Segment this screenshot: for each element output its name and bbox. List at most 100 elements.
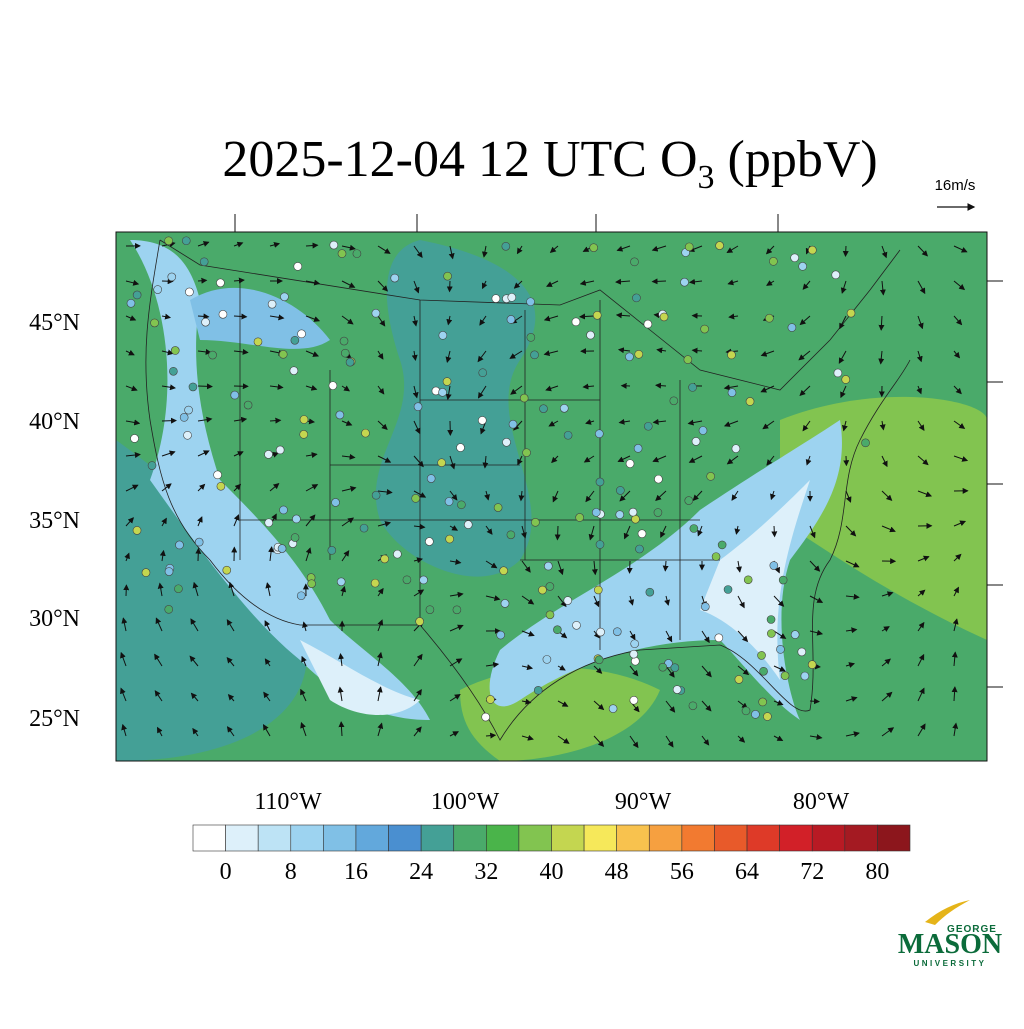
monitor-site — [165, 237, 173, 245]
monitor-site — [393, 550, 401, 558]
colorbar-box — [780, 825, 813, 851]
logo-bottom: UNIVERSITY — [913, 959, 986, 968]
monitor-site — [216, 279, 224, 287]
logo-name: MASON — [898, 929, 1002, 960]
title-subscript: 3 — [698, 159, 715, 196]
monitor-site — [278, 545, 286, 553]
monitor-site — [644, 422, 652, 430]
colorbar-tick-label: 0 — [220, 859, 232, 885]
monitor-site — [684, 356, 692, 364]
monitor-site — [231, 391, 239, 399]
map — [116, 232, 987, 761]
monitor-site — [336, 411, 344, 419]
monitor-site — [507, 531, 515, 539]
colorbar-box — [714, 825, 747, 851]
monitor-site — [202, 318, 210, 326]
monitor-site — [133, 526, 141, 534]
monitor-site — [244, 401, 252, 409]
monitor-site — [346, 358, 354, 366]
monitor-site — [360, 524, 368, 532]
monitor-site — [482, 713, 490, 721]
monitor-site — [165, 568, 173, 576]
monitor-site — [770, 562, 778, 570]
monitor-site — [280, 293, 288, 301]
colorbar-box — [454, 825, 487, 851]
monitor-site — [707, 472, 715, 480]
monitor-site — [572, 621, 580, 629]
monitor-site — [509, 420, 517, 428]
monitor-site — [381, 555, 389, 563]
monitor-site — [767, 615, 775, 623]
monitor-site — [332, 498, 340, 506]
monitor-site — [185, 406, 193, 414]
wind-vector — [198, 386, 212, 387]
monitor-site — [760, 667, 768, 675]
monitor-site — [635, 545, 643, 553]
colorbar-tick-label: 72 — [800, 859, 824, 885]
monitor-site — [127, 299, 135, 307]
colorbar-box — [421, 825, 454, 851]
monitor-site — [214, 471, 222, 479]
title: 2025-12-04 12 UTC O3 (ppbV) — [222, 131, 877, 196]
monitor-site — [457, 444, 465, 452]
monitor-site — [630, 258, 638, 266]
monitor-site — [616, 511, 624, 519]
monitor-site — [862, 439, 870, 447]
monitor-site — [769, 257, 777, 265]
monitor-site — [798, 648, 806, 656]
monitor-site — [538, 586, 546, 594]
monitor-site — [531, 518, 539, 526]
lat-label: 25°N — [29, 706, 80, 732]
colorbar-tick-label: 24 — [409, 859, 433, 885]
colorbar-box — [486, 825, 519, 851]
monitor-site — [439, 331, 447, 339]
monitor-site — [735, 675, 743, 683]
monitor-site — [182, 237, 190, 245]
monitor-site — [292, 515, 300, 523]
wind-vector — [810, 701, 819, 702]
monitor-site — [692, 437, 700, 445]
colorbar-tick-label: 64 — [735, 859, 759, 885]
monitor-site — [420, 576, 428, 584]
monitor-site — [508, 293, 516, 301]
monitor-site — [372, 309, 380, 317]
monitor-site — [520, 394, 528, 402]
monitor-site — [834, 369, 842, 377]
monitor-site — [443, 378, 451, 386]
monitor-site — [372, 491, 380, 499]
monitor-site — [264, 450, 272, 458]
monitor-site — [625, 353, 633, 361]
colorbar-box — [812, 825, 845, 851]
colorbar-tick-label: 32 — [474, 859, 498, 885]
monitor-site — [337, 578, 345, 586]
monitor-site — [341, 349, 349, 357]
monitor-site — [507, 315, 515, 323]
wind-vector — [845, 246, 846, 256]
monitor-site — [539, 405, 547, 413]
monitor-site — [847, 309, 855, 317]
monitor-site — [791, 631, 799, 639]
lat-label: 35°N — [29, 508, 80, 534]
monitor-site — [553, 626, 561, 634]
monitor-site — [180, 413, 188, 421]
monitor-site — [644, 320, 652, 328]
colorbar-box — [519, 825, 552, 851]
lat-labels: 45°N 40°N 35°N 30°N 25°N — [29, 310, 80, 732]
colorbar-tick-label: 40 — [540, 859, 564, 885]
monitor-site — [291, 534, 299, 542]
monitor-site — [564, 431, 572, 439]
monitor-site — [543, 655, 551, 663]
monitor-site — [486, 695, 494, 703]
monitor-site — [654, 509, 662, 517]
monitor-site — [546, 611, 554, 619]
monitor-site — [502, 242, 510, 250]
monitor-site — [758, 651, 766, 659]
monitor-site — [276, 446, 284, 454]
monitor-site — [716, 242, 724, 250]
monitor-site — [595, 430, 603, 438]
monitor-site — [659, 663, 667, 671]
colorbar-box — [323, 825, 356, 851]
monitor-site — [724, 585, 732, 593]
